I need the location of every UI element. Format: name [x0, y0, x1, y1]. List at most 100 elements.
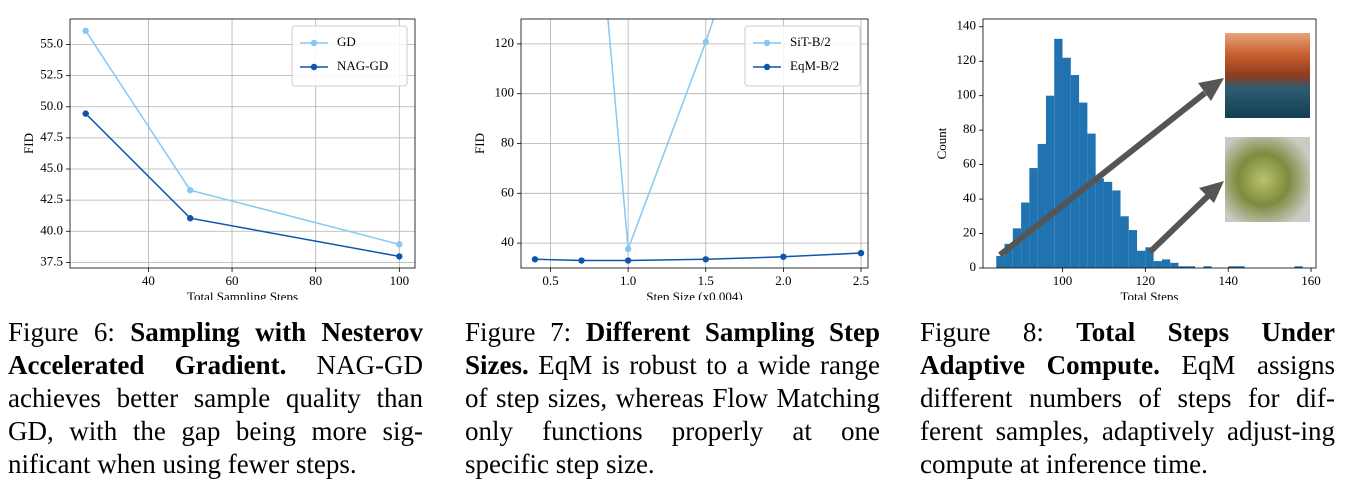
bar [1095, 178, 1104, 268]
y-tick-label: 100 [957, 87, 977, 102]
axes-frame [982, 18, 1317, 269]
x-tick-label: 2.5 [853, 273, 869, 288]
bar [1228, 266, 1237, 268]
legend-box [744, 25, 861, 87]
chart: 40 60 80 100 37.5 40.0 42.5 45.0 47.5 50.0 52.5 55.… [21, 18, 416, 300]
point [82, 110, 89, 117]
legend: SiT-B/2 EqM-B/2 [744, 25, 861, 87]
bar [1161, 259, 1171, 268]
y-axis-label: Count [934, 127, 949, 159]
x-tick-label: 1.0 [620, 273, 636, 288]
bar [1170, 262, 1179, 268]
legend-label: SiT-B/2 [790, 34, 831, 49]
series-line [607, 19, 715, 250]
bar [1186, 266, 1196, 268]
bar [996, 255, 1005, 268]
x-tick-label: 2.0 [775, 273, 791, 288]
caption: Figure 6: Sampling with Nesterov Acceler… [8, 316, 423, 481]
point [780, 253, 787, 260]
charts: 40 60 80 100 37.5 40.0 42.5 45.0 47.5 50.0 52.5 55.… [21, 18, 1321, 300]
y-tick-label: 20 [963, 225, 976, 240]
y-axis-label: FID [472, 133, 487, 154]
point [578, 257, 585, 264]
point [396, 241, 403, 248]
caption-title: Total Steps Under Adaptive Compute. [920, 317, 1335, 380]
bar [1203, 266, 1212, 268]
axes-frame [69, 18, 416, 269]
legend-swatch [310, 63, 318, 71]
bar [1112, 190, 1121, 268]
point [187, 186, 194, 194]
y-tick-label: 100 [495, 85, 515, 100]
bar [1004, 243, 1013, 268]
bar [1037, 143, 1046, 268]
figure: 40 60 80 100 37.5 40.0 42.5 45.0 47.5 50.0 52.5 55.… [21, 18, 1321, 300]
y-tick-label: 120 [495, 35, 515, 50]
y-tick-label: 42.5 [40, 191, 63, 206]
caption-title: Sampling with Nesterov Accelerated Gradi… [8, 317, 424, 380]
chart: 0.5 1.0 1.5 2.0 2.5 40 60 80 100 120 Step Size (x0… [472, 18, 869, 300]
caption: Figure 7: Different Sampling Step Sizes.… [465, 316, 880, 481]
bar [1178, 266, 1187, 268]
caption-text: EqM is robust to a wide range of step si… [465, 350, 881, 479]
bar [1045, 95, 1055, 268]
bar [1079, 102, 1088, 268]
y-tick-label: 120 [957, 52, 977, 67]
y-axis-label: FID [21, 133, 36, 154]
x-tick-label: 160 [1301, 273, 1321, 288]
arrow [1147, 193, 1211, 255]
illustrations [998, 33, 1310, 258]
point [624, 245, 632, 253]
y-tick-label: 0 [970, 259, 977, 274]
point [624, 257, 632, 264]
y-tick-label: 40 [501, 234, 514, 249]
y-tick-label: 60 [963, 156, 976, 171]
legend-swatch [310, 39, 318, 47]
x-tick-label: 140 [1218, 273, 1238, 288]
x-tick-label: 100 [390, 273, 410, 288]
x-tick-label: 60 [226, 273, 239, 288]
point [531, 256, 539, 263]
plot-area [531, 19, 865, 264]
legend-swatch [763, 39, 771, 47]
sample-image [1225, 33, 1310, 118]
bar [1153, 261, 1162, 268]
caption-title: Different Sampling Step Sizes. [465, 317, 880, 380]
x-tick-label: 0.5 [542, 273, 558, 288]
bar [1137, 250, 1146, 268]
y-tick-label: 45.0 [40, 160, 63, 175]
y-tick-label: 47.5 [40, 129, 63, 144]
arrow-head [1199, 181, 1224, 203]
chart: 100 120 140 160 0 20 40 60 80 100 120 140 Total Step… [934, 18, 1321, 300]
x-axis-label: Total Sampling Steps [187, 289, 298, 300]
series-line [534, 252, 862, 262]
x-axis-label: Step Size (x0.004) [646, 289, 742, 300]
legend-label: EqM-B/2 [790, 58, 839, 73]
caption: Figure 8: Total Steps Under Adaptive Com… [920, 316, 1335, 481]
axes-frame [520, 18, 869, 269]
plot-area [82, 27, 403, 260]
caption-label: Figure 8: [920, 317, 1044, 347]
y-tick-label: 40 [963, 190, 976, 205]
bar [1062, 57, 1071, 268]
caption-label: Figure 6: [8, 317, 115, 347]
bar [1236, 266, 1245, 268]
point [702, 256, 709, 263]
y-tick-label: 40.0 [40, 222, 63, 237]
x-tick-label: 120 [1136, 273, 1156, 288]
bar [1145, 247, 1154, 268]
x-tick-label: 40 [142, 273, 155, 288]
y-tick-label: 140 [957, 18, 977, 33]
y-tick-label: 52.5 [40, 67, 63, 82]
legend-swatch [763, 63, 771, 71]
y-tick-label: 55.0 [40, 36, 63, 51]
point [82, 27, 89, 35]
bar [1070, 75, 1080, 268]
point [702, 38, 709, 46]
legend-label: NAG-GD [337, 58, 388, 73]
x-axis-label: Total Steps [1121, 289, 1179, 300]
bar [1087, 133, 1096, 268]
y-tick-label: 60 [501, 184, 514, 199]
y-tick-label: 80 [501, 134, 514, 149]
